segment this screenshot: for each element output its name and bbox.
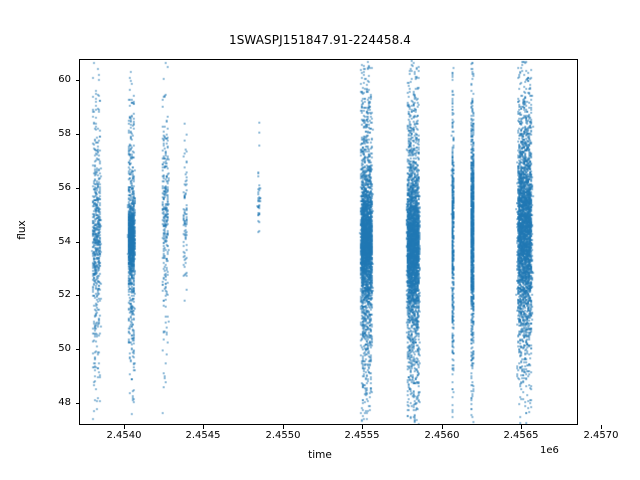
- xtick-5: [521, 425, 522, 429]
- ytick-52: [75, 295, 79, 296]
- xtick-2: [283, 425, 284, 429]
- yticklabel-58: 58: [58, 128, 71, 139]
- plot-axes: [79, 59, 578, 425]
- page-title: 1SWASPJ151847.91-224458.4: [228, 33, 412, 47]
- yticklabel-48: 48: [58, 397, 71, 408]
- scatter-data-layer: [80, 60, 577, 424]
- xtick-6: [601, 425, 602, 429]
- ytick-54: [75, 242, 79, 243]
- x-axis-label: time: [308, 449, 332, 461]
- xticklabel-1: 2.4545: [185, 430, 221, 441]
- xtick-1: [203, 425, 204, 429]
- x-axis-offset-label: 1e6: [540, 445, 559, 456]
- ytick-56: [75, 188, 79, 189]
- ytick-48: [75, 403, 79, 404]
- xtick-3: [362, 425, 363, 429]
- yticklabel-52: 52: [58, 289, 71, 300]
- xticklabel-0: 2.4540: [106, 430, 142, 441]
- ytick-58: [75, 134, 79, 135]
- yticklabel-60: 60: [58, 74, 71, 85]
- xticklabel-3: 2.4555: [344, 430, 380, 441]
- xtick-4: [442, 425, 443, 429]
- yticklabel-54: 54: [58, 236, 71, 247]
- yticklabel-50: 50: [58, 343, 71, 354]
- xticklabel-4: 2.4560: [424, 430, 460, 441]
- xticklabel-6: 2.4570: [583, 430, 619, 441]
- yticklabel-56: 56: [58, 182, 71, 193]
- xticklabel-5: 2.4565: [503, 430, 539, 441]
- ytick-60: [75, 80, 79, 81]
- xtick-0: [124, 425, 125, 429]
- y-axis-label: flux: [16, 220, 28, 240]
- ytick-50: [75, 349, 79, 350]
- xticklabel-2: 2.4550: [265, 430, 301, 441]
